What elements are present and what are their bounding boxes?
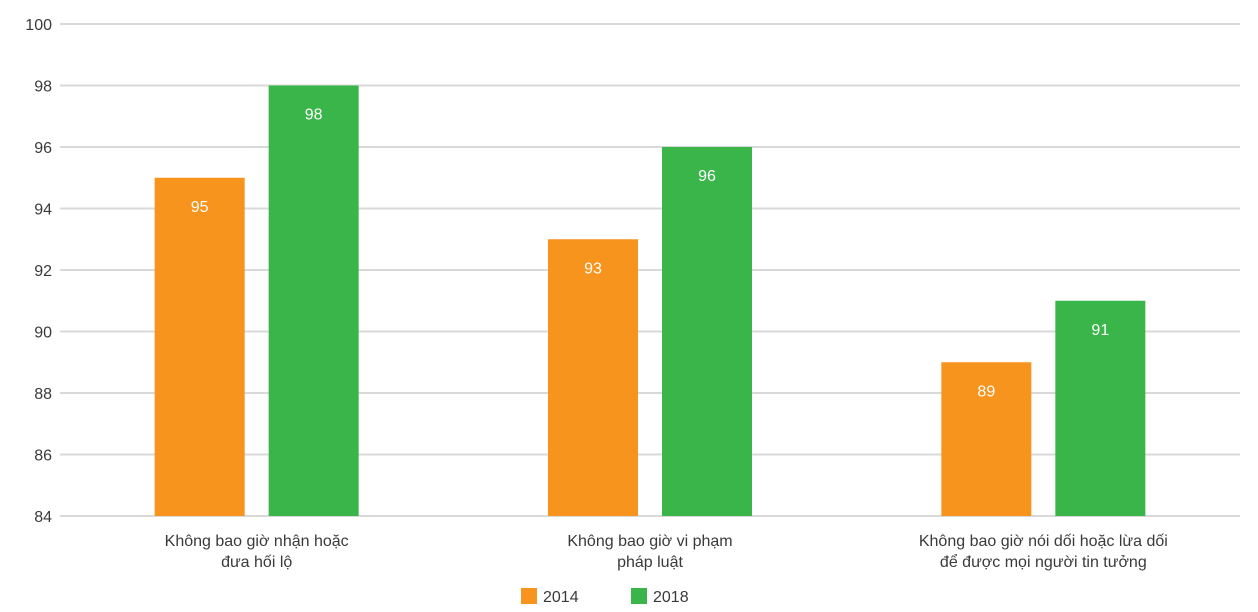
category-label-line: để được mọi người tin tưởng — [940, 553, 1147, 571]
category-label-line: Không bao giờ nhận hoặc — [165, 533, 349, 550]
category-label: Không bao giờ nhận hoặc đưa hối lộ — [165, 533, 349, 571]
data-label: 96 — [698, 168, 716, 185]
bar-2014 — [941, 362, 1032, 516]
gridlines — [60, 23, 1240, 517]
legend-swatch-2018 — [631, 588, 647, 604]
bars: 95 98 93 96 89 91 — [154, 85, 1146, 516]
bar-2014 — [154, 177, 245, 516]
data-label: 89 — [977, 383, 995, 400]
bar-2018 — [1055, 300, 1146, 516]
data-label: 98 — [305, 107, 323, 124]
y-tick-label: 96 — [34, 140, 52, 157]
y-tick-label: 88 — [34, 386, 52, 403]
category-label: Không bao giờ nói dối hoặc lừa dối để đượ… — [919, 533, 1168, 571]
legend: 2014 2018 — [521, 588, 689, 606]
data-label: 95 — [191, 199, 209, 216]
legend-label-2014: 2014 — [543, 589, 579, 606]
y-tick-label: 100 — [25, 17, 52, 34]
y-tick-label: 98 — [34, 79, 52, 96]
data-label: 91 — [1091, 322, 1109, 339]
y-tick-label: 92 — [34, 263, 52, 280]
bar-2018 — [268, 85, 359, 516]
y-tick-label: 94 — [34, 202, 52, 219]
category-label-line: đưa hối lộ — [221, 554, 292, 571]
bar-2018 — [662, 147, 752, 516]
y-tick-label: 84 — [34, 509, 52, 526]
category-label: Không bao giờ vi phạm pháp luật — [567, 533, 732, 571]
legend-label-2018: 2018 — [653, 589, 689, 606]
category-label-line: pháp luật — [617, 554, 683, 571]
legend-swatch-2014 — [521, 588, 537, 604]
y-tick-label: 90 — [34, 325, 52, 342]
bar-2014 — [548, 239, 638, 516]
category-label-line: Không bao giờ vi phạm — [567, 533, 732, 550]
category-label-line: Không bao giờ nói dối hoặc lừa dối — [919, 533, 1168, 550]
y-tick-label: 86 — [34, 448, 52, 465]
y-axis-ticks: 84 86 88 90 92 94 96 98 100 — [25, 17, 52, 526]
data-label: 93 — [584, 260, 602, 277]
